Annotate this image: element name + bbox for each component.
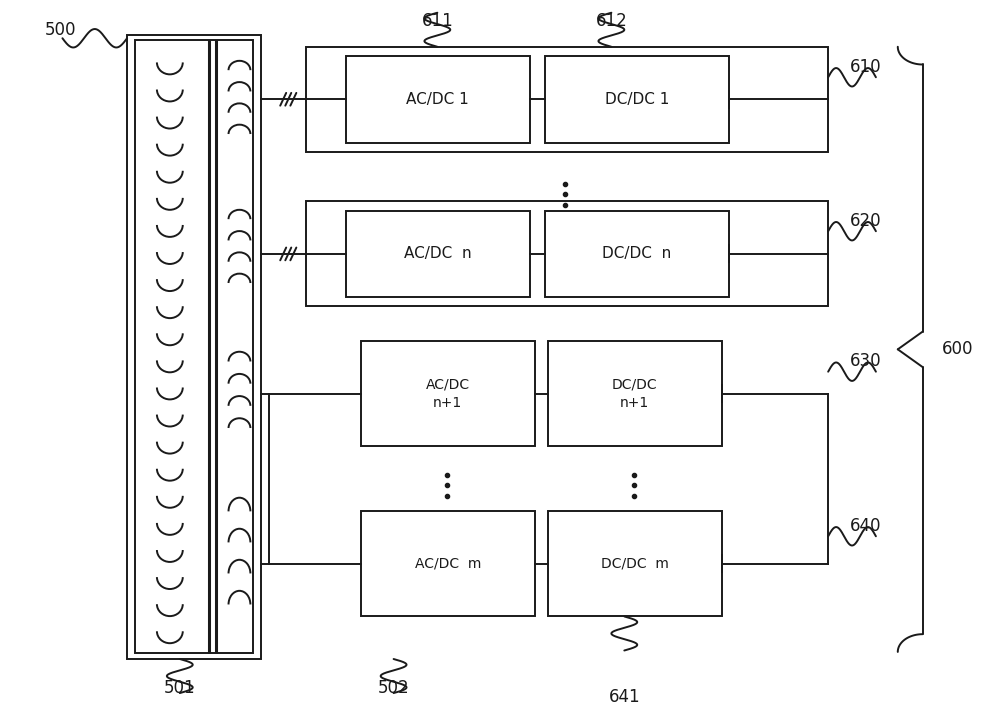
Bar	[135, 40, 253, 654]
Text: AC/DC  n: AC/DC n	[404, 247, 472, 262]
Bar	[545, 56, 729, 142]
Bar	[346, 56, 530, 142]
Text: AC/DC
n+1: AC/DC n+1	[426, 378, 470, 410]
Text: 600: 600	[942, 340, 973, 358]
Bar	[346, 211, 530, 297]
Text: AC/DC 1: AC/DC 1	[406, 92, 469, 107]
Text: AC/DC  m: AC/DC m	[415, 557, 481, 571]
Bar	[548, 511, 722, 616]
Text: 612: 612	[596, 11, 627, 29]
Bar	[127, 35, 261, 659]
Text: 502: 502	[378, 679, 409, 697]
Text: DC/DC  n: DC/DC n	[602, 247, 671, 262]
Text: 630: 630	[850, 352, 882, 370]
Text: DC/DC  m: DC/DC m	[601, 557, 669, 571]
Text: DC/DC
n+1: DC/DC n+1	[612, 378, 658, 410]
Bar	[545, 211, 729, 297]
Text: 620: 620	[850, 212, 882, 230]
Bar	[548, 341, 722, 446]
Text: 611: 611	[421, 11, 453, 29]
Bar	[306, 202, 828, 307]
Text: DC/DC 1: DC/DC 1	[605, 92, 669, 107]
Bar	[361, 511, 535, 616]
Bar	[361, 341, 535, 446]
Text: 641: 641	[608, 688, 640, 706]
Text: 500: 500	[45, 21, 76, 39]
Text: 501: 501	[164, 679, 196, 697]
Text: 610: 610	[850, 58, 882, 76]
Text: 640: 640	[850, 517, 882, 535]
Bar	[306, 46, 828, 152]
